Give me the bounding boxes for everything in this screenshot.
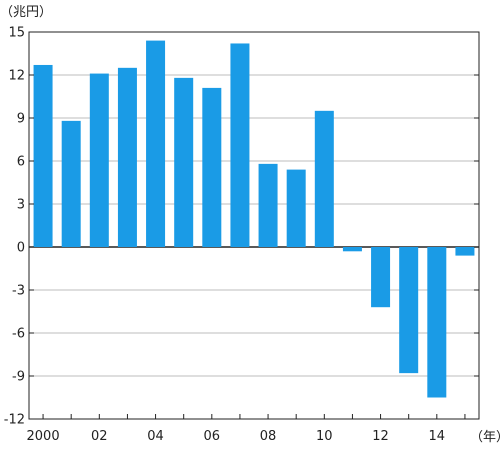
y-tick-label: 12 (8, 69, 25, 84)
y-tick-label: 9 (17, 112, 25, 127)
y-tick-label: -6 (12, 327, 25, 342)
x-tick-label: 12 (372, 429, 389, 444)
x-tick-label: 02 (91, 429, 108, 444)
y-tick-label: -3 (12, 284, 25, 299)
bars (33, 40, 475, 398)
bar-03 (117, 67, 137, 247)
y-tick-label: -12 (4, 413, 25, 428)
x-tick-label: 06 (204, 429, 221, 444)
bar-05 (174, 77, 194, 247)
bar-08 (258, 163, 278, 247)
bar-10 (314, 110, 334, 247)
plot-frame (28, 31, 480, 420)
x-tick-labels: 2000 02 04 06 08 10 12 14 (27, 429, 446, 444)
x-tick-label: 2000 (27, 429, 60, 444)
x-tick-label: 10 (316, 429, 333, 444)
bar-15 (455, 247, 475, 256)
axes (28, 31, 480, 420)
x-tick-label: 08 (260, 429, 277, 444)
y-tick-label: 0 (17, 241, 25, 256)
y-tick-label: 3 (17, 198, 25, 213)
bar-07 (230, 43, 250, 247)
bar-14 (427, 247, 447, 398)
x-tick-label: 04 (147, 429, 164, 444)
y-axis-unit-label: （兆円） (0, 5, 52, 20)
x-axis-unit-label: （年） (470, 430, 500, 445)
y-tick-label: 6 (17, 155, 25, 170)
y-tick-labels: 15 12 9 6 3 0 -3 -6 -9 -12 (4, 26, 25, 428)
bar-01 (61, 120, 81, 247)
bar-06 (202, 87, 222, 248)
bar-13 (399, 247, 419, 374)
bar-12 (371, 247, 391, 308)
y-tick-label: -9 (12, 370, 25, 385)
y-tick-label: 15 (8, 26, 25, 41)
x-tick-label: 14 (429, 429, 446, 444)
bar-11 (342, 247, 362, 252)
bar-2000 (33, 64, 53, 247)
bar-04 (146, 40, 166, 247)
bar-02 (89, 73, 109, 247)
bar-09 (286, 169, 306, 247)
